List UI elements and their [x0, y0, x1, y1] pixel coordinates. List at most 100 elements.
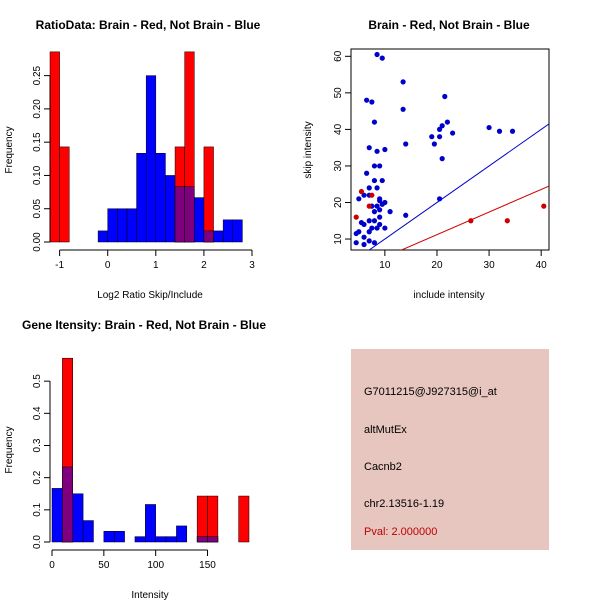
scatter-point-not-brain	[486, 124, 492, 131]
p1-x-tick-label: 0	[105, 260, 111, 271]
p3-y-tick-label: 0.1	[32, 502, 43, 516]
scatter-point-not-brain	[374, 51, 380, 58]
gene-histogram-ylabel: Frequency	[4, 426, 15, 473]
p1-y-tick-label: 0.20	[32, 99, 43, 119]
gene-histogram-title: Gene Itensity: Brain - Red, Not Brain - …	[22, 318, 266, 332]
scatter-point-not-brain	[496, 128, 503, 134]
scatter-point-not-brain	[431, 141, 437, 147]
scatter-point-not-brain	[361, 241, 367, 248]
p3-bar-not-brain	[155, 536, 167, 543]
ratio-bars-not-brain	[97, 75, 243, 243]
scatter-point-not-brain	[387, 209, 393, 215]
p1-bar-overlap	[203, 230, 214, 243]
p3-x-tick-label: 150	[199, 560, 216, 571]
p1-bar-brain	[49, 51, 60, 243]
p1-bar-not-brain	[155, 153, 166, 243]
scatter-point-not-brain	[382, 146, 388, 153]
p1-bar-not-brain	[213, 230, 224, 243]
scatter-point-not-brain	[366, 218, 372, 224]
ratio-histogram-xlabel: Log2 Ratio Skip/Include	[97, 290, 203, 301]
scatter-point-brain	[468, 218, 474, 224]
p1-bar-not-brain	[194, 197, 205, 243]
scatter-point-not-brain	[356, 196, 362, 202]
probe-id: G7011215@J927315@i_at	[364, 386, 497, 398]
p1-bar-brain	[59, 146, 70, 243]
gene-y-axis: 0.0 0.1 0.2 0.3 0.4 0.5	[32, 374, 51, 549]
p1-bar-not-brain	[136, 153, 147, 243]
scatter-xlabel: include intensity	[413, 290, 484, 301]
scatter-point-brain	[541, 203, 547, 209]
p1-y-tick-label: 0.15	[32, 132, 43, 152]
ratio-x-axis: -1 0 1 2 3	[55, 249, 255, 271]
scatter-point-not-brain	[377, 198, 383, 204]
p3-bar-not-brain	[51, 488, 63, 543]
ratio-bars-overlap	[174, 186, 214, 243]
p1-bar-not-brain	[126, 208, 137, 243]
scatter-y-tick-label: 50	[333, 87, 344, 99]
scatter-point-not-brain	[371, 163, 378, 169]
scatter-point-not-brain	[382, 225, 388, 231]
event-type: altMutEx	[364, 424, 407, 436]
scatter-point-not-brain	[366, 238, 372, 244]
gene-histogram-xlabel: Intensity	[131, 590, 168, 600]
scatter-point-not-brain	[377, 221, 383, 228]
scatter-point-not-brain	[403, 141, 409, 147]
p1-x-tick-label: -1	[55, 260, 64, 271]
scatter-point-not-brain	[361, 234, 367, 240]
p3-bar-not-brain	[176, 525, 188, 543]
scatter-point-not-brain	[439, 123, 445, 129]
p1-x-tick-label: 3	[249, 260, 255, 271]
p3-x-tick-label: 50	[98, 560, 110, 571]
scatter-point-brain	[369, 192, 375, 198]
scatter-point-not-brain	[436, 196, 443, 202]
scatter-x-tick-label: 40	[536, 260, 548, 271]
scatter-y-tick-label: 30	[333, 160, 344, 172]
p1-bar-not-brain	[145, 75, 157, 243]
p1-x-tick-label: 2	[201, 260, 207, 271]
p1-bar-not-brain	[232, 219, 243, 243]
p1-bar-not-brain	[97, 230, 108, 243]
scatter-point-not-brain	[377, 214, 383, 220]
scatter-point-not-brain	[364, 97, 370, 103]
p3-bar-not-brain	[103, 531, 115, 543]
p1-bar-overlap	[184, 186, 195, 243]
p3-bar-brain	[238, 495, 250, 543]
scatter-point-not-brain	[379, 177, 385, 184]
scatter-point-not-brain	[371, 240, 378, 246]
scatter-y-tick-label: 20	[333, 196, 344, 208]
p1-y-tick-label: 0.10	[32, 165, 43, 185]
gene-x-axis: 0 50 100 150	[49, 549, 216, 571]
scatter-reference-lines	[368, 123, 549, 250]
scatter-point-not-brain	[444, 119, 450, 125]
scatter-point-not-brain	[371, 119, 378, 125]
scatter-point-not-brain	[361, 192, 367, 198]
scatter-point-not-brain	[374, 203, 380, 209]
intensity-scatter: Brain - Red, Not Brain - Blue include in…	[303, 18, 550, 301]
scatter-x-tick-label: 20	[431, 260, 443, 271]
scatter-point-not-brain	[371, 209, 378, 215]
scatter-point-not-brain	[366, 145, 372, 151]
p3-bar-not-brain	[72, 493, 84, 543]
scatter-x-tick-label: 30	[484, 260, 496, 271]
scatter-point-not-brain	[379, 201, 385, 207]
scatter-point-not-brain	[374, 225, 380, 231]
p3-x-tick-label: 100	[147, 560, 164, 571]
p3-y-tick-label: 0.2	[32, 470, 43, 484]
scatter-point-not-brain	[377, 163, 383, 169]
gene-intensity-histogram: Gene Itensity: Brain - Red, Not Brain - …	[4, 318, 266, 600]
ratio-histogram-title: RatioData: Brain - Red, Not Brain - Blue	[36, 18, 261, 32]
p3-bar-brain	[196, 495, 208, 543]
gene-bars-overlap	[62, 466, 219, 543]
scatter-y-tick-label: 60	[333, 50, 344, 62]
ratio-histogram: RatioData: Brain - Red, Not Brain - Blue…	[4, 18, 261, 301]
scatter-point-not-brain	[353, 240, 359, 246]
p1-y-tick-label: 0.25	[32, 65, 43, 85]
p1-y-tick-label: 0.05	[32, 199, 43, 219]
scatter-point-brain	[353, 214, 359, 220]
p3-bar-not-brain	[165, 536, 177, 543]
scatter-y-tick-label: 10	[333, 233, 344, 245]
scatter-point-not-brain	[429, 134, 435, 140]
p1-bar-not-brain	[117, 208, 128, 243]
p3-bar-not-brain	[113, 531, 125, 543]
